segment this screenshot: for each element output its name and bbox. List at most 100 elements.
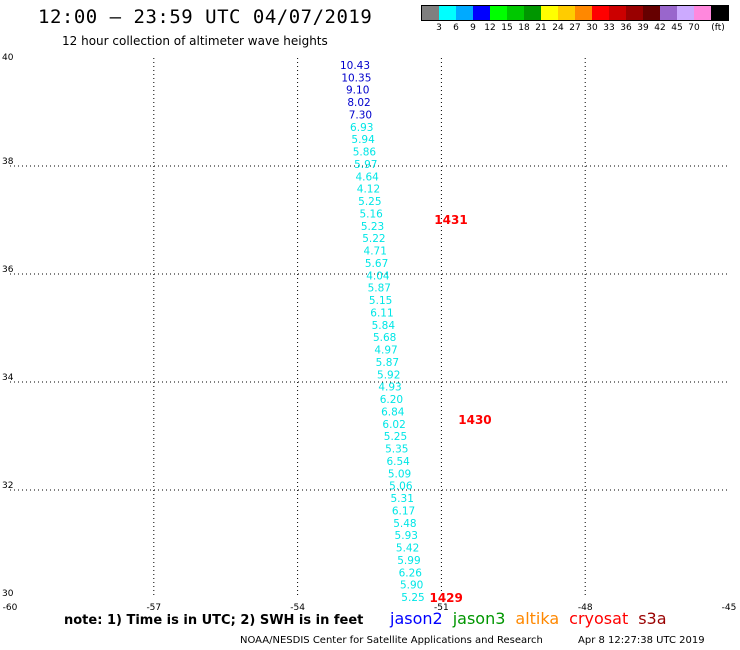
legend-swatch <box>524 6 541 20</box>
legend-swatch <box>609 6 626 20</box>
satellite-label-s3a: s3a <box>638 609 667 628</box>
legend-label: 45 <box>671 23 683 33</box>
legend-swatch <box>439 6 456 20</box>
wave-height-value: 5.35 <box>385 444 408 456</box>
lat-tick-label: 34 <box>2 373 14 383</box>
wave-height-value: 10.35 <box>341 72 371 84</box>
wave-height-value: 5.68 <box>373 332 396 344</box>
wave-height-value: 5.93 <box>395 530 418 542</box>
satellite-label-cryosat: cryosat <box>569 609 629 628</box>
wave-height-value: 4.04 <box>366 270 390 282</box>
time-labels: 1431 1430 1429 <box>429 213 491 605</box>
wave-height-value: 6.17 <box>392 505 415 517</box>
legend-label: 70 <box>688 23 700 33</box>
lat-tick-label: 30 <box>2 589 14 599</box>
legend-label: 18 <box>518 23 530 33</box>
legend-label: 39 <box>637 23 649 33</box>
satellite-label-jason2: jason2 <box>390 609 443 628</box>
satellite-label-jason3: jason3 <box>452 609 506 628</box>
wave-height-value: 5.09 <box>388 468 411 480</box>
legend-swatch <box>592 6 609 20</box>
wave-height-value: 5.86 <box>353 147 377 159</box>
wave-height-value: 4.71 <box>364 246 387 258</box>
legend-label: 15 <box>501 23 513 33</box>
wave-height-value: 5.06 <box>389 481 413 493</box>
legend-label: 6 <box>453 23 459 33</box>
legend-swatch <box>694 6 711 20</box>
legend-swatch <box>558 6 575 20</box>
legend-label: 9 <box>470 23 476 33</box>
wave-height-value: 6.02 <box>382 419 405 431</box>
lat-tick-label: 32 <box>2 481 13 491</box>
wave-height-value: 4.64 <box>355 171 379 183</box>
legend-label: 27 <box>569 23 581 33</box>
lon-tick-label: -54 <box>290 603 305 613</box>
credit-text: NOAA/NESDIS Center for Satellite Applica… <box>240 635 543 646</box>
legend-swatch <box>490 6 507 20</box>
legend-swatch <box>456 6 473 20</box>
legend-label: 21 <box>535 23 547 33</box>
generated-timestamp: Apr 8 12:27:38 UTC 2019 <box>578 635 705 646</box>
note-text: note: 1) Time is in UTC; 2) SWH is in fe… <box>64 613 364 628</box>
legend-swatch <box>677 6 694 20</box>
wave-height-value: 7.30 <box>349 109 372 121</box>
legend-swatch <box>626 6 643 20</box>
wave-height-value: 5.23 <box>361 221 384 233</box>
lat-tick-label: 36 <box>2 265 14 275</box>
satellite-label-altika: altika <box>515 609 560 628</box>
wave-height-value: 5.42 <box>396 543 419 555</box>
legend-swatch <box>660 6 677 20</box>
wave-height-value: 5.90 <box>400 580 423 592</box>
legend-swatch <box>473 6 490 20</box>
wave-height-value: 5.92 <box>377 369 400 381</box>
lon-tick-label: -57 <box>146 603 161 613</box>
legend-label: 12 <box>484 23 496 33</box>
lat-tick-label: 40 <box>2 53 14 63</box>
color-legend: 3 6 9 12 15 18 21 24 27 30 33 36 39 42 45 70 (ft) <box>421 5 729 35</box>
wave-height-value: 5.84 <box>372 320 396 332</box>
wave-height-value: 5.25 <box>358 196 381 208</box>
wave-height-value: 6.11 <box>370 307 393 319</box>
time-label: 1430 <box>458 413 491 427</box>
legend-label: 24 <box>552 23 564 33</box>
legend-swatch <box>422 6 439 20</box>
wave-height-value: 6.26 <box>399 567 423 579</box>
wave-height-value: 5.22 <box>362 233 385 245</box>
lon-tick-label: -45 <box>722 603 737 613</box>
legend-unit: (ft) <box>711 23 725 33</box>
wave-height-value: 10.43 <box>340 60 370 72</box>
legend-label: 36 <box>620 23 632 33</box>
wave-height-value: 5.15 <box>369 295 392 307</box>
wave-height-value: 9.10 <box>346 85 369 97</box>
legend-swatch <box>643 6 660 20</box>
wave-height-value: 4.12 <box>357 184 380 196</box>
wave-height-value: 5.25 <box>401 592 424 604</box>
wave-height-value: 4.93 <box>378 382 401 394</box>
time-label: 1429 <box>429 591 462 605</box>
wave-height-value: 6.93 <box>350 122 373 134</box>
time-label: 1431 <box>434 213 467 227</box>
legend-label: 3 <box>436 23 442 33</box>
legend-swatches <box>421 5 729 21</box>
lon-tick-label: -48 <box>578 603 593 613</box>
wave-height-value: 5.25 <box>384 431 407 443</box>
legend-swatch <box>575 6 592 20</box>
wave-height-value: 5.87 <box>368 283 391 295</box>
map-subtitle: 12 hour collection of altimeter wave hei… <box>62 34 328 48</box>
legend-swatch <box>541 6 558 20</box>
lat-tick-label: 38 <box>2 157 14 167</box>
legend-labels: 3 6 9 12 15 18 21 24 27 30 33 36 39 42 45 70 (ft) <box>421 21 729 35</box>
axis-ticks: -60 -57 -54 -51 -48 -45 40 38 36 34 32 30 <box>2 53 736 613</box>
wave-height-value: 5.94 <box>351 134 375 146</box>
satellite-legend: jason2 jason3 altika cryosat s3a <box>390 609 677 628</box>
legend-swatch <box>507 6 524 20</box>
wave-height-value: 5.16 <box>359 208 383 220</box>
map-title: 12:00 — 23:59 UTC 04/07/2019 <box>38 6 373 28</box>
wave-height-value: 5.67 <box>365 258 388 270</box>
wave-height-value: 5.31 <box>391 493 414 505</box>
lon-tick-label: -60 <box>3 603 18 613</box>
wave-height-value: 5.48 <box>393 518 416 530</box>
wave-height-value: 6.54 <box>386 456 410 468</box>
wave-height-value: 8.02 <box>347 97 370 109</box>
